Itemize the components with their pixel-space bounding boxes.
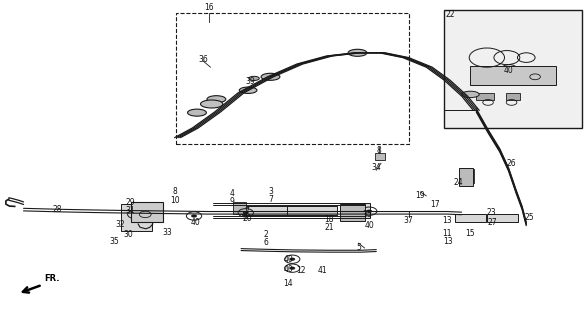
Bar	[461, 169, 474, 183]
Text: 2: 2	[263, 230, 268, 239]
Text: 40: 40	[283, 265, 293, 274]
Text: 26: 26	[507, 159, 516, 168]
Text: 6: 6	[263, 238, 268, 247]
Text: 29: 29	[126, 198, 135, 207]
Ellipse shape	[348, 49, 367, 56]
Text: 37: 37	[404, 216, 413, 225]
Bar	[131, 202, 163, 222]
Text: 11: 11	[442, 229, 452, 238]
Text: 8: 8	[377, 146, 382, 155]
Text: 3: 3	[268, 188, 273, 196]
Ellipse shape	[188, 109, 206, 116]
Bar	[242, 206, 288, 215]
Circle shape	[289, 258, 295, 261]
Text: 32: 32	[116, 220, 125, 229]
Text: 17: 17	[430, 200, 440, 209]
Text: 28: 28	[53, 205, 62, 214]
Text: 7: 7	[268, 196, 273, 204]
Text: 14: 14	[283, 279, 293, 288]
Bar	[342, 203, 370, 218]
Text: 5: 5	[356, 243, 361, 252]
Circle shape	[289, 267, 295, 270]
Text: 23: 23	[486, 208, 496, 217]
Text: 39: 39	[245, 77, 255, 86]
Text: 22: 22	[445, 10, 455, 19]
Bar	[470, 66, 556, 85]
Circle shape	[366, 210, 372, 213]
Bar	[287, 206, 336, 215]
Text: 10: 10	[171, 196, 180, 205]
Text: 31: 31	[126, 206, 135, 215]
Text: 35: 35	[363, 210, 372, 219]
Text: 40: 40	[191, 218, 200, 227]
Text: 40: 40	[283, 255, 293, 264]
Bar	[444, 10, 582, 128]
Text: 34: 34	[372, 164, 381, 172]
Text: 9: 9	[230, 197, 235, 206]
Bar	[121, 204, 152, 231]
Text: 35: 35	[109, 237, 119, 246]
Text: FR.: FR.	[44, 274, 59, 283]
Ellipse shape	[249, 76, 259, 81]
Circle shape	[243, 211, 249, 214]
Circle shape	[506, 67, 512, 70]
Ellipse shape	[201, 100, 223, 108]
Text: 16: 16	[204, 4, 213, 12]
Text: 24: 24	[454, 178, 463, 187]
Text: 18: 18	[325, 215, 334, 224]
Text: 19: 19	[416, 191, 425, 200]
Bar	[176, 13, 409, 144]
Text: 41: 41	[318, 266, 327, 275]
Ellipse shape	[207, 96, 226, 103]
Text: 30: 30	[123, 230, 133, 239]
Ellipse shape	[462, 91, 479, 98]
Text: 13: 13	[443, 237, 453, 246]
Bar	[340, 204, 365, 221]
Bar	[476, 93, 494, 100]
Circle shape	[191, 214, 197, 218]
Text: 27: 27	[488, 218, 497, 227]
Text: 12: 12	[296, 266, 306, 275]
Text: 15: 15	[466, 229, 475, 238]
Bar	[375, 153, 385, 160]
Text: 36: 36	[198, 55, 208, 64]
Text: 40: 40	[504, 66, 513, 75]
Ellipse shape	[261, 73, 280, 80]
Ellipse shape	[239, 87, 257, 93]
Text: 40: 40	[365, 221, 374, 230]
Circle shape	[132, 213, 138, 216]
Bar	[459, 168, 473, 186]
Bar	[455, 214, 486, 222]
Bar	[233, 202, 246, 214]
Bar	[506, 93, 520, 100]
Text: 20: 20	[242, 214, 252, 223]
Text: 7: 7	[245, 207, 249, 216]
Text: 25: 25	[524, 213, 534, 222]
Text: 13: 13	[442, 216, 452, 225]
Bar	[487, 214, 518, 222]
Text: 33: 33	[163, 228, 172, 237]
Text: 4: 4	[230, 189, 235, 198]
Text: 8: 8	[173, 188, 178, 196]
Text: 21: 21	[325, 223, 334, 232]
